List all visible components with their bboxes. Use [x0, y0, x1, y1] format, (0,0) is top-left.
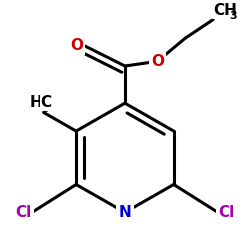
Text: 3: 3 [42, 104, 50, 114]
Text: Cl: Cl [16, 205, 32, 220]
Text: O: O [151, 54, 164, 69]
Text: H: H [30, 95, 42, 110]
Text: 3: 3 [229, 12, 237, 22]
Text: CH: CH [213, 4, 237, 18]
Text: C: C [40, 95, 52, 110]
Text: O: O [70, 38, 83, 52]
Text: N: N [118, 205, 131, 220]
Text: Cl: Cl [218, 205, 234, 220]
